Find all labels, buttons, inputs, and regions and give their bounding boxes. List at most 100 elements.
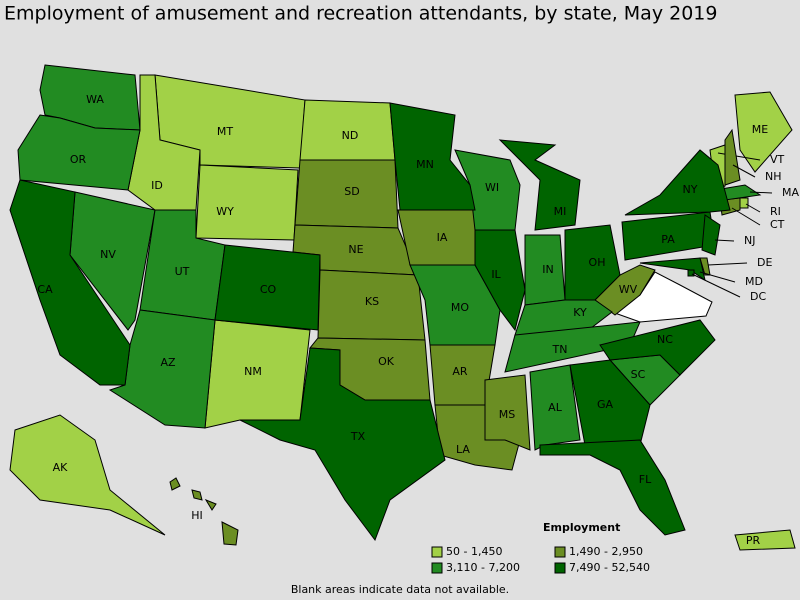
leader-line	[707, 262, 748, 266]
state	[739, 197, 749, 209]
state-label: IN	[542, 263, 553, 276]
state	[239, 347, 446, 542]
state	[204, 498, 217, 511]
state-label: MI	[554, 205, 567, 218]
state	[9, 414, 166, 536]
state-label: ME	[752, 123, 768, 136]
state-label: OH	[589, 256, 606, 269]
note: Blank areas indicate data not available.	[291, 583, 509, 596]
state	[529, 364, 581, 451]
state-label: RI	[770, 205, 781, 218]
state	[17, 114, 141, 191]
legend-swatch	[554, 562, 566, 574]
state-label: WI	[485, 181, 499, 194]
legend-title: Employment	[543, 521, 620, 534]
state-label: ND	[342, 129, 359, 142]
leader-line	[691, 273, 741, 298]
state-label: CA	[37, 283, 53, 296]
state-label: SC	[631, 368, 646, 381]
state	[221, 521, 239, 546]
leader-line	[714, 239, 735, 242]
state-label: CT	[770, 218, 785, 231]
state-label: DE	[757, 256, 772, 269]
state-label: MO	[451, 301, 469, 314]
map-title: Employment of amusement and recreation a…	[4, 3, 717, 25]
state-label: WY	[216, 205, 234, 218]
state-label: NV	[100, 248, 116, 261]
legend-label: 1,490 - 2,950	[569, 545, 643, 558]
state-label: OK	[378, 355, 395, 368]
state-label: UT	[175, 265, 190, 278]
state-label: HI	[191, 509, 203, 522]
states: MT ID WY ND NM AK ME VT RI PR SD NE KS IA OK AR LA MS WV HI…	[9, 64, 799, 551]
state-label: IL	[491, 268, 501, 281]
state-label: IA	[437, 231, 448, 244]
state	[498, 139, 581, 231]
leader-line	[732, 164, 756, 178]
state-label: NE	[348, 243, 363, 256]
state	[687, 269, 695, 277]
state-label: NJ	[744, 234, 755, 247]
state-label: MT	[217, 125, 233, 138]
state-label: GA	[597, 398, 614, 411]
leader-line	[699, 271, 736, 283]
state-label: AL	[548, 401, 563, 414]
state-label: KY	[573, 306, 587, 319]
state	[624, 149, 731, 216]
state-label: MA	[782, 186, 799, 199]
state-label: CO	[260, 283, 277, 296]
state-label: TX	[350, 430, 366, 443]
state	[734, 529, 796, 551]
state	[734, 91, 793, 173]
state-label: OR	[70, 153, 87, 166]
leader-line	[749, 191, 773, 194]
state-label: WA	[86, 93, 104, 106]
legend-label: 50 - 1,450	[446, 545, 502, 558]
state-label: TN	[552, 343, 568, 356]
legend-swatch	[431, 562, 443, 574]
state	[599, 319, 716, 376]
state-label: NC	[657, 333, 673, 346]
legend-swatch	[431, 546, 443, 558]
state	[539, 439, 686, 536]
state	[191, 489, 203, 501]
state-label: ID	[151, 179, 163, 192]
state-label: NY	[683, 183, 698, 196]
state	[701, 214, 721, 256]
state-label: AK	[53, 461, 69, 474]
state-label: AR	[452, 365, 468, 378]
state-label: VT	[770, 153, 785, 166]
state	[474, 229, 526, 332]
state-label: WV	[619, 283, 638, 296]
state-label: NH	[765, 170, 782, 183]
state	[389, 102, 476, 211]
leader-line	[731, 207, 761, 226]
legend: 50 - 1,450 1,490 - 2,950 3,110 - 7,200 7,49…	[431, 545, 650, 574]
state	[569, 359, 651, 446]
state-label: LA	[456, 443, 470, 456]
state-label: PA	[661, 233, 675, 246]
state	[564, 224, 621, 301]
state-label: FL	[639, 473, 652, 486]
legend-label: 3,110 - 7,200	[446, 561, 520, 574]
state-label: MN	[416, 158, 434, 171]
state-label: AZ	[160, 356, 176, 369]
state	[169, 477, 181, 491]
state-label: DC	[750, 290, 766, 303]
state-label: SD	[344, 185, 359, 198]
state	[195, 164, 299, 241]
state-label: MS	[499, 408, 515, 421]
state-label: KS	[365, 295, 379, 308]
state-label: PR	[746, 534, 761, 547]
legend-label: 7,490 - 52,540	[569, 561, 650, 574]
state	[214, 244, 321, 331]
state-label: NM	[244, 365, 262, 378]
legend-swatch	[554, 546, 566, 558]
state	[504, 321, 641, 373]
state	[484, 374, 531, 451]
state	[724, 128, 741, 186]
state	[9, 179, 131, 386]
state-label: MD	[745, 275, 763, 288]
leader-line	[745, 203, 761, 213]
